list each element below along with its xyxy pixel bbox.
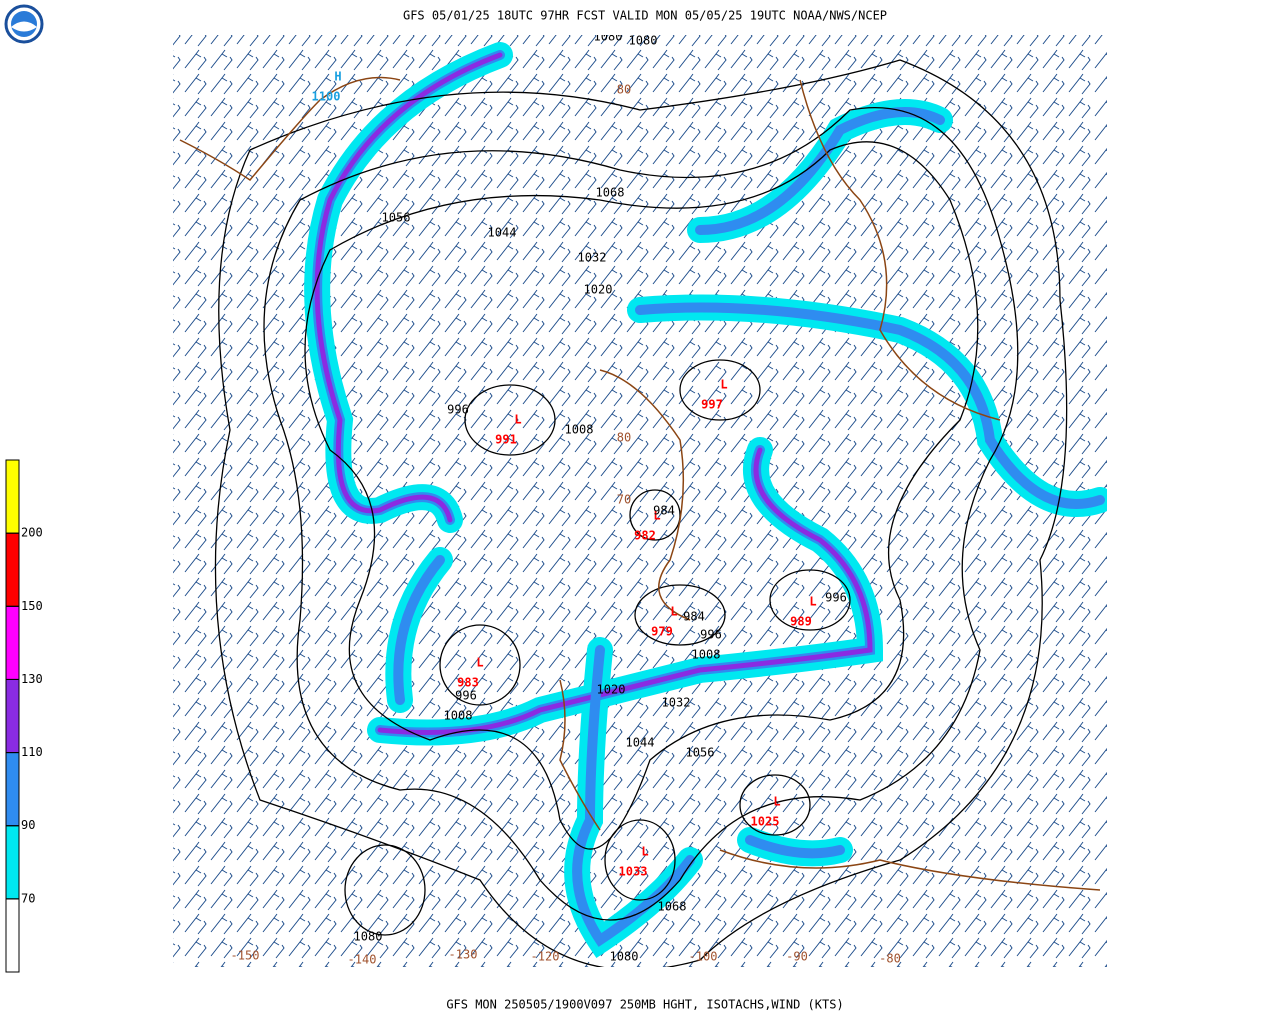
jet-core bbox=[695, 107, 945, 235]
wind-barbs bbox=[173, 35, 1107, 967]
contour-label: 1068 bbox=[596, 186, 625, 200]
coastlines bbox=[179, 76, 1101, 891]
center-letter: L bbox=[720, 378, 727, 392]
height-contours bbox=[214, 59, 1068, 967]
latitude-label: 80 bbox=[617, 431, 631, 445]
colorbar-segment bbox=[5, 605, 20, 680]
center-letter: L bbox=[514, 413, 521, 427]
contour-label: 1068 bbox=[658, 900, 687, 914]
center-value: 1025 bbox=[751, 815, 780, 829]
center-letter: L bbox=[653, 509, 660, 523]
contour-label: 1080 bbox=[594, 30, 623, 44]
center-value: 1100 bbox=[312, 90, 341, 104]
center-letter: L bbox=[809, 595, 816, 609]
map: H 1100 L 991 L 997 L 982 L 979 L 989 L 983 L 1025 L 1033 1… bbox=[173, 30, 1107, 967]
colorbar-label: 130 bbox=[21, 672, 43, 686]
colorbar: 70 90 110 130 150 200 bbox=[5, 459, 43, 973]
center-letter: L bbox=[670, 605, 677, 619]
colorbar-segment bbox=[5, 825, 20, 900]
contour-label: 1008 bbox=[565, 423, 594, 437]
contour-label: 1032 bbox=[578, 251, 607, 265]
contour-label: 996 bbox=[447, 403, 469, 417]
contour-label: 996 bbox=[455, 689, 477, 703]
center-value: 1033 bbox=[619, 865, 648, 879]
center-letter: L bbox=[476, 656, 483, 670]
colorbar-segment bbox=[5, 898, 20, 973]
colorbar-label: 200 bbox=[21, 526, 43, 540]
contour-label: 984 bbox=[653, 504, 675, 518]
center-value: 997 bbox=[701, 398, 723, 412]
longitude-label: -90 bbox=[786, 950, 808, 964]
latitude-label: 70 bbox=[617, 493, 631, 507]
colorbar-label: 70 bbox=[21, 891, 35, 905]
center-value: 989 bbox=[790, 615, 812, 629]
contour-label: 984 bbox=[683, 610, 705, 624]
noaa-logo bbox=[4, 4, 44, 44]
center-value: 991 bbox=[495, 433, 517, 447]
contour-label: 1080 bbox=[354, 930, 383, 944]
colorbar-segment bbox=[5, 678, 20, 754]
jet-core bbox=[745, 835, 845, 859]
longitude-label: -140 bbox=[348, 953, 377, 967]
longitude-label: -80 bbox=[879, 952, 901, 966]
colorbar-label: 90 bbox=[21, 818, 35, 832]
colorbar-label: 110 bbox=[21, 745, 43, 759]
colorbar-label: 150 bbox=[21, 599, 43, 613]
longitude-label: -150 bbox=[231, 949, 260, 963]
contour-label: 1044 bbox=[626, 736, 655, 750]
center-value: 983 bbox=[457, 676, 479, 690]
title: GFS 05/01/25 18UTC 97HR FCST VALID MON 0… bbox=[403, 9, 887, 23]
contour-label: 1044 bbox=[488, 226, 517, 240]
jet-streams bbox=[304, 42, 1107, 959]
contour-label: 1056 bbox=[382, 211, 411, 225]
center-letter: L bbox=[641, 845, 648, 859]
jet-max bbox=[314, 52, 503, 523]
center-letter: H bbox=[334, 70, 341, 84]
longitude-label: -130 bbox=[449, 948, 478, 962]
contour-label: 1080 bbox=[629, 34, 658, 48]
center-letter: L bbox=[773, 795, 780, 809]
contour-label: 1056 bbox=[686, 746, 715, 760]
longitude-label: -100 bbox=[689, 950, 718, 964]
jet-max bbox=[377, 447, 873, 735]
contour-label: 996 bbox=[700, 628, 722, 642]
latitude-label: 80 bbox=[617, 83, 631, 97]
contour-label: 1032 bbox=[662, 696, 691, 710]
contour-label: 1080 bbox=[610, 950, 639, 964]
colorbar-segment bbox=[5, 459, 20, 534]
contour-label: 996 bbox=[825, 591, 847, 605]
colorbar-segment bbox=[5, 532, 20, 607]
contour-label: 1008 bbox=[692, 648, 721, 662]
center-value: 979 bbox=[651, 625, 673, 639]
contour-label: 1020 bbox=[597, 683, 626, 697]
jet-core bbox=[572, 645, 695, 947]
contour-label: 1008 bbox=[444, 709, 473, 723]
longitude-label: -120 bbox=[531, 950, 560, 964]
jet-core bbox=[393, 555, 445, 705]
jet-core bbox=[635, 302, 1105, 509]
contour-label: 1020 bbox=[584, 283, 613, 297]
colorbar-segment bbox=[5, 752, 20, 827]
center-value: 982 bbox=[634, 529, 656, 543]
footer: GFS MON 250505/1900V097 250MB HGHT, ISOT… bbox=[446, 998, 843, 1012]
